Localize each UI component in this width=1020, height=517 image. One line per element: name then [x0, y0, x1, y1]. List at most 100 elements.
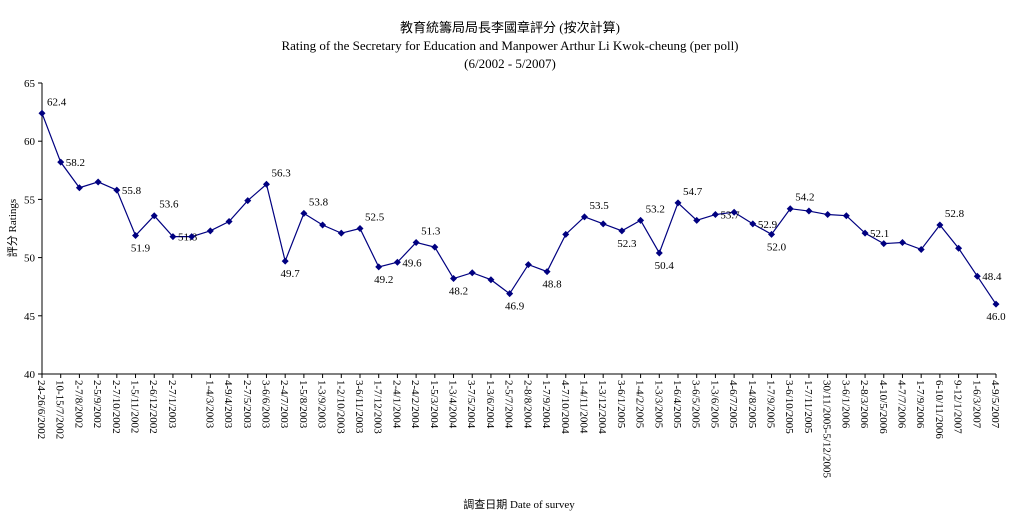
data-label: 54.7 — [683, 186, 703, 198]
data-point — [319, 221, 327, 229]
data-point — [300, 209, 308, 217]
x-tick-label: 30/11/2005-5/12/2005 — [821, 380, 833, 478]
x-tick-label: 1-2/10/2003 — [334, 380, 346, 434]
data-point — [936, 221, 944, 229]
data-point — [917, 245, 925, 253]
x-tick-label: 2-7/5/2003 — [241, 380, 253, 429]
data-point — [711, 211, 719, 219]
x-tick-label: 1-6/3/2007 — [970, 380, 982, 429]
data-label: 52.8 — [945, 208, 965, 220]
data-label: 49.7 — [281, 268, 301, 280]
x-tick-label: 4-7/7/2006 — [895, 380, 907, 429]
data-label: 46.0 — [986, 311, 1006, 323]
data-label: 52.1 — [870, 228, 889, 240]
data-label: 52.0 — [767, 241, 787, 253]
x-tick-label: 4-10/5/2006 — [877, 380, 889, 434]
y-tick-label: 65 — [24, 78, 36, 90]
x-tick-label: 2-8/8/2004 — [521, 380, 533, 429]
chart-title: 教育統籌局局長李國章評分 (按次計算) — [400, 20, 620, 35]
data-point — [206, 227, 214, 235]
x-tick-label: 3-6/10/2005 — [783, 380, 795, 434]
x-tick-label: 2-7/8/2002 — [72, 380, 84, 428]
data-label: 53.8 — [309, 196, 329, 208]
x-tick-label: 1-5/8/2003 — [297, 380, 309, 429]
y-tick-label: 50 — [24, 253, 36, 265]
data-label: 53.6 — [159, 199, 179, 211]
x-tick-label: 3-6/5/2005 — [690, 380, 702, 429]
data-label: 50.4 — [655, 260, 675, 272]
x-tick-label: 2-7/10/2002 — [110, 380, 122, 434]
data-label: 53.7 — [720, 210, 740, 222]
x-tick-label: 1-7/12/2003 — [372, 380, 384, 434]
data-label: 53.2 — [646, 203, 665, 215]
x-tick-label: 1-3/6/2004 — [484, 380, 496, 429]
data-label: 58.2 — [66, 157, 85, 169]
x-tick-label: 2-4/7/2003 — [278, 380, 290, 429]
data-point — [375, 263, 383, 271]
data-point — [880, 240, 888, 248]
x-tick-label: 1-3/9/2003 — [316, 380, 328, 429]
x-tick-label: 4-9/4/2003 — [222, 380, 234, 429]
data-point — [861, 229, 869, 237]
data-label: 52.9 — [758, 219, 778, 231]
data-label: 48.4 — [982, 271, 1002, 283]
y-tick-label: 60 — [24, 136, 36, 148]
data-point — [431, 243, 439, 251]
data-point — [730, 208, 738, 216]
x-tick-label: 2-4/2/2004 — [409, 380, 421, 429]
x-tick-label: 1-6/4/2005 — [671, 380, 683, 429]
data-point — [805, 207, 813, 215]
data-point — [973, 272, 981, 280]
data-point — [468, 269, 476, 277]
data-point — [450, 275, 458, 283]
data-point — [281, 257, 289, 265]
data-point — [955, 244, 963, 252]
data-label: 48.2 — [449, 286, 468, 298]
y-tick-label: 40 — [24, 369, 36, 381]
x-tick-label: 1-4/8/2005 — [746, 380, 758, 429]
x-tick-label: 1-4/11/2004 — [577, 380, 589, 434]
data-line — [41, 113, 997, 305]
data-point — [94, 178, 102, 186]
data-point — [655, 249, 663, 257]
data-point — [132, 231, 140, 239]
data-point — [356, 225, 364, 232]
data-point — [412, 238, 420, 246]
x-tick-label: 3-7/5/2004 — [465, 380, 477, 429]
data-point — [637, 216, 645, 224]
data-label: 52.3 — [617, 238, 637, 250]
data-point — [75, 184, 83, 192]
x-tick-label: 1-7/9/2004 — [540, 380, 552, 429]
data-point — [618, 227, 626, 235]
y-tick-label: 55 — [24, 194, 36, 206]
y-axis-label: 評分 Ratings — [5, 199, 19, 257]
data-label: 53.5 — [589, 200, 609, 212]
data-point — [562, 230, 570, 238]
chart-subtitle: Rating of the Secretary for Education an… — [281, 38, 738, 53]
chart-period: (6/2002 - 5/2007) — [464, 56, 556, 71]
x-tick-label: 6-10/11/2006 — [933, 380, 945, 439]
y-tick-label: 45 — [24, 311, 36, 323]
data-point — [225, 218, 233, 226]
x-tick-label: 2-8/3/2006 — [858, 380, 870, 429]
data-point — [113, 186, 121, 194]
x-tick-label: 1-7/9/2006 — [914, 380, 926, 429]
x-tick-label: 1-4/2/2005 — [634, 380, 646, 429]
data-point — [824, 211, 832, 219]
x-tick-label: 4-7/10/2004 — [559, 380, 571, 434]
x-tick-label: 1-3/12/2004 — [596, 380, 608, 434]
x-tick-label: 1-3/6/2005 — [708, 380, 720, 429]
data-point — [188, 233, 196, 241]
x-tick-label: 4-6/7/2005 — [727, 380, 739, 429]
data-label: 49.2 — [374, 274, 393, 286]
data-point — [543, 268, 551, 276]
data-point — [524, 261, 532, 269]
data-label: 46.9 — [505, 301, 525, 313]
data-point — [393, 258, 401, 266]
data-label: 51.3 — [421, 225, 441, 237]
x-tick-label: 1-4/3/2003 — [203, 380, 215, 429]
x-tick-label: 3-6/1/2005 — [615, 380, 627, 429]
x-tick-label: 1-5/11/2002 — [129, 380, 141, 433]
data-point — [169, 233, 177, 241]
data-point — [487, 276, 495, 284]
